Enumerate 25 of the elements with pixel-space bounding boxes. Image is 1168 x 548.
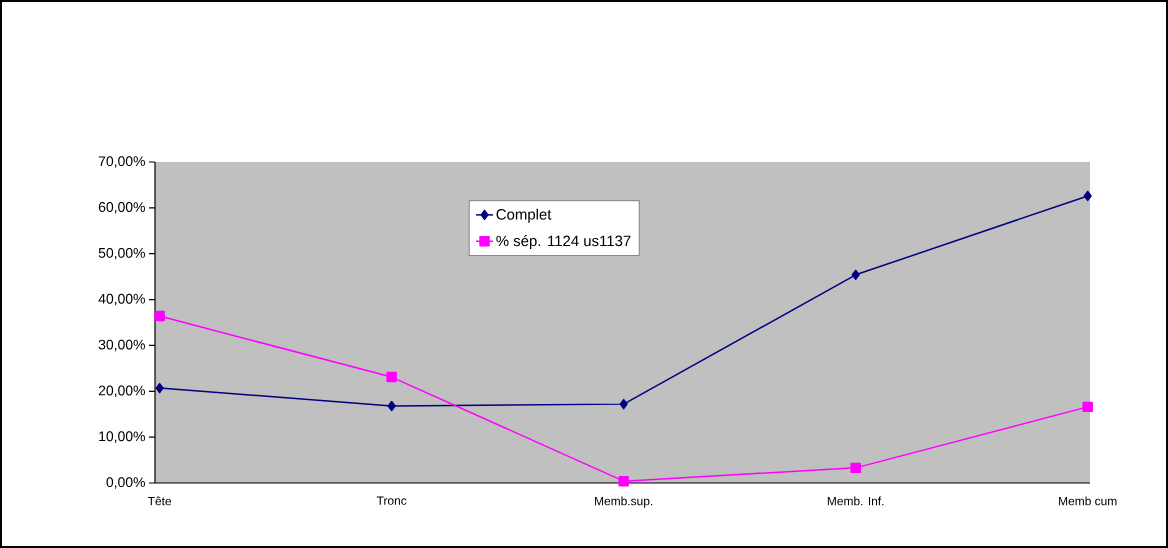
y-tick-label: 0,00% bbox=[106, 477, 145, 489]
point bbox=[154, 310, 165, 322]
point bbox=[618, 475, 629, 487]
y-tick-label: 60,00% bbox=[98, 202, 145, 214]
x-tick-label: Tête bbox=[147, 496, 172, 506]
legend-label: Complet bbox=[496, 208, 552, 223]
y-tick-label: 20,00% bbox=[98, 385, 145, 398]
point bbox=[1083, 190, 1092, 202]
point bbox=[387, 400, 396, 412]
point bbox=[386, 371, 397, 383]
point bbox=[1082, 401, 1093, 413]
point bbox=[619, 398, 628, 410]
x-tick-label: Memb. Inf. bbox=[827, 496, 884, 506]
y-tick-label: 30,00% bbox=[98, 339, 145, 352]
point bbox=[155, 382, 164, 394]
y-tick-label: 70,00% bbox=[98, 156, 145, 168]
x-tick-label: Memb.sup. bbox=[595, 496, 653, 508]
point bbox=[850, 462, 861, 474]
point bbox=[851, 269, 860, 281]
legend-label: % sép. 1124 us1137 bbox=[496, 235, 631, 250]
y-tick-label: 10,00% bbox=[99, 431, 145, 443]
x-tick-label: Memb cum bbox=[1059, 496, 1117, 506]
y-tick-label: 50,00% bbox=[98, 247, 145, 260]
x-tick-label: Tronc bbox=[376, 496, 407, 505]
y-tick-label: 40,00% bbox=[98, 293, 145, 306]
